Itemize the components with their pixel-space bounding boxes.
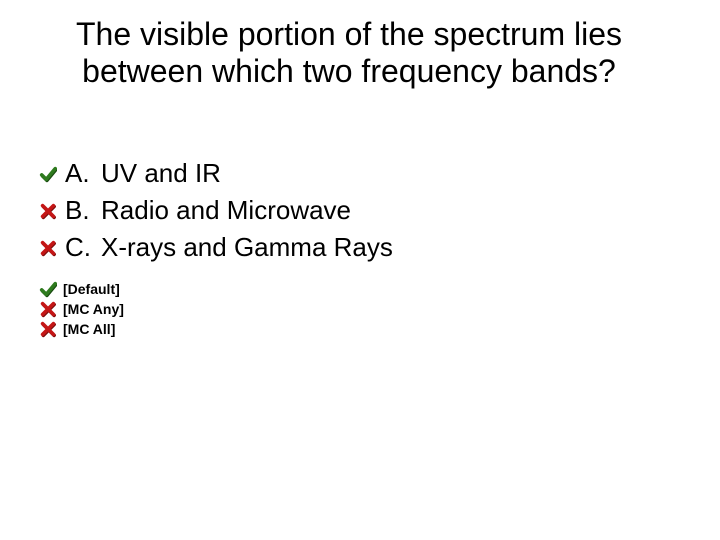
question-title: The visible portion of the spectrum lies… [54,16,644,90]
answer-option: A.UV and IR [39,158,393,189]
scoring-mode-label: [MC Any] [63,301,124,317]
cross-icon [39,202,57,220]
answer-option-content: A.UV and IR [65,158,221,189]
answer-option-letter: A. [65,158,95,189]
scoring-mode: [MC Any] [39,300,124,318]
answer-options: A.UV and IRB.Radio and MicrowaveC.X-rays… [39,158,393,263]
check-icon [39,165,57,183]
answer-option-text: UV and IR [101,158,221,189]
scoring-mode-label: [MC All] [63,321,115,337]
scoring-mode: [Default] [39,280,124,298]
cross-icon [39,239,57,257]
answer-option-text: X-rays and Gamma Rays [101,232,393,263]
answer-option-letter: C. [65,232,95,263]
scoring-modes: [Default] [MC Any] [MC All] [39,280,124,338]
slide: The visible portion of the spectrum lies… [0,0,720,540]
scoring-mode: [MC All] [39,320,124,338]
cross-icon [39,300,57,318]
answer-option-letter: B. [65,195,95,226]
scoring-mode-label: [Default] [63,281,120,297]
answer-option-content: C.X-rays and Gamma Rays [65,232,393,263]
answer-option-text: Radio and Microwave [101,195,351,226]
cross-icon [39,320,57,338]
answer-option-content: B.Radio and Microwave [65,195,351,226]
answer-option: C.X-rays and Gamma Rays [39,232,393,263]
answer-option: B.Radio and Microwave [39,195,393,226]
check-icon [39,280,57,298]
